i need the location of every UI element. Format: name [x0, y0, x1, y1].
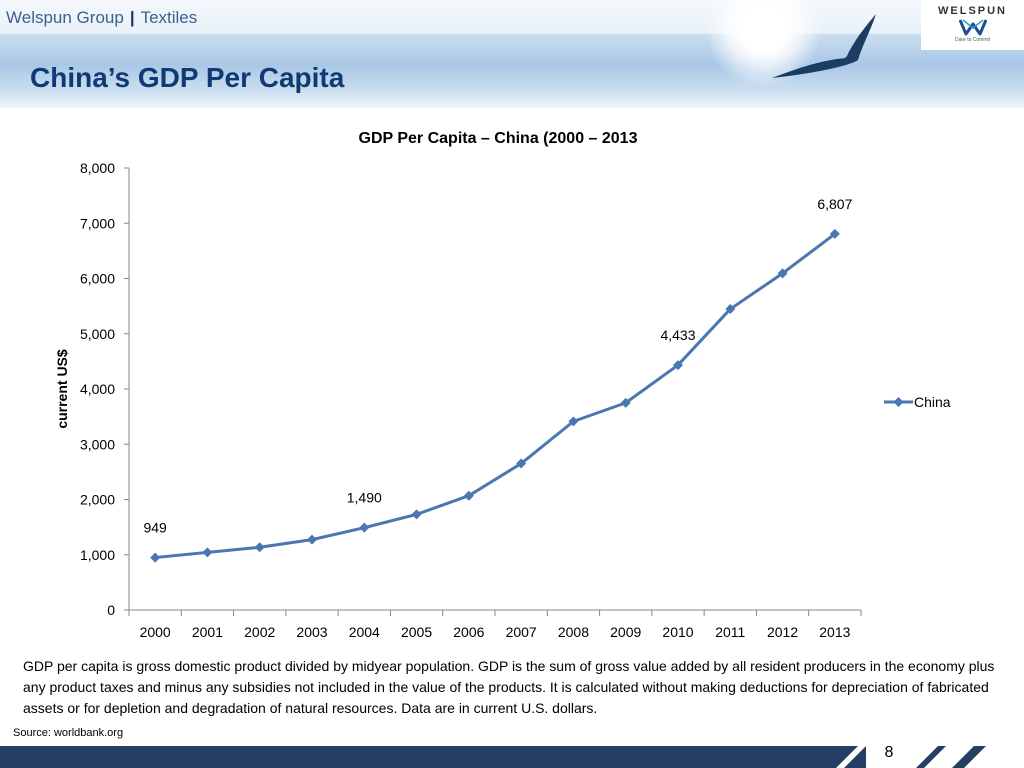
data-point	[725, 304, 736, 315]
y-tick-label: 3,000	[80, 436, 115, 452]
company-name: Welspun Group	[6, 8, 124, 27]
data-labels: 949 1,490 4,433 6,807	[143, 196, 852, 536]
x-tick-label: 2008	[558, 624, 589, 640]
brand-separator: |	[129, 8, 135, 27]
y-axis: 0 1,000 2,000 3,000 4,000 5,000 6,000 7,000 8,00…	[80, 160, 130, 618]
data-label: 4,433	[660, 327, 695, 343]
chart-title: GDP Per Capita – China (2000 – 2013	[359, 130, 638, 147]
logo-wordmark: WELSPUN	[938, 5, 1007, 17]
series-china	[150, 228, 840, 563]
data-point	[254, 542, 265, 553]
x-tick-label: 2003	[296, 624, 327, 640]
x-tick-label: 2000	[140, 624, 171, 640]
x-axis: 2000 2001 2002 2003 2004 2005 2006 2007 2008 2009…	[128, 609, 862, 640]
x-tick-label: 2011	[715, 624, 745, 640]
slide-header: Welspun Group | Textiles China’s GDP Per C…	[0, 0, 1024, 108]
x-tick-label: 2005	[401, 624, 432, 640]
data-point	[307, 534, 317, 545]
x-tick-label: 2001	[192, 624, 223, 640]
y-tick-label: 4,000	[80, 381, 115, 397]
logo-tagline: Dare to Commit	[954, 37, 990, 43]
data-label: 949	[143, 520, 167, 536]
y-tick-label: 8,000	[80, 160, 115, 176]
data-label: 1,490	[347, 490, 382, 506]
x-tick-label: 2012	[767, 624, 798, 640]
y-axis-label: current US$	[54, 349, 70, 429]
x-tick-label: 2013	[819, 624, 850, 640]
x-tick-label: 2002	[244, 624, 275, 640]
y-tick-label: 2,000	[80, 492, 115, 508]
y-tick-label: 6,000	[80, 271, 115, 287]
company-logo: WELSPUN Dare to Commit	[921, 0, 1024, 50]
x-tick-label: 2006	[453, 624, 484, 640]
x-tick-label: 2004	[349, 624, 380, 640]
welspun-w-icon	[959, 19, 987, 36]
data-point	[202, 547, 213, 558]
data-point	[777, 268, 788, 279]
data-point	[463, 490, 474, 501]
data-point	[411, 509, 422, 520]
data-point	[359, 522, 370, 533]
y-tick-label: 5,000	[80, 326, 115, 342]
slide-title: China’s GDP Per Capita	[30, 62, 345, 93]
data-point	[620, 397, 631, 408]
source-note: Source: worldbank.org	[13, 727, 124, 739]
footer-stripes-graphic	[836, 746, 986, 768]
x-tick-label: 2009	[610, 624, 641, 640]
header-top-band	[0, 0, 1024, 34]
y-tick-label: 1,000	[80, 547, 115, 563]
data-point	[568, 416, 579, 427]
series-line	[154, 232, 836, 560]
data-point	[150, 552, 161, 563]
page-number-area	[866, 746, 1024, 768]
chart-legend: China	[884, 394, 951, 410]
data-point	[829, 228, 840, 239]
y-tick-label: 0	[107, 602, 115, 618]
data-label: 6,807	[817, 196, 852, 212]
data-point	[673, 360, 683, 371]
gdp-line-chart: GDP Per Capita – China (2000 – 2013 curr…	[54, 130, 951, 640]
legend-marker	[893, 397, 904, 407]
gdp-definition-text: GDP per capita is gross domestic product…	[23, 658, 995, 716]
y-tick-label: 7,000	[80, 215, 115, 231]
x-tick-label: 2007	[506, 624, 537, 640]
company-division-label: Welspun Group | Textiles	[6, 8, 197, 28]
footer-bar	[0, 746, 1024, 768]
legend-label: China	[914, 394, 951, 410]
x-tick-label: 2010	[662, 624, 693, 640]
seagull-icon	[772, 14, 876, 78]
data-point	[516, 458, 527, 469]
page-number: 8	[884, 744, 894, 761]
division-name: Textiles	[140, 8, 198, 27]
